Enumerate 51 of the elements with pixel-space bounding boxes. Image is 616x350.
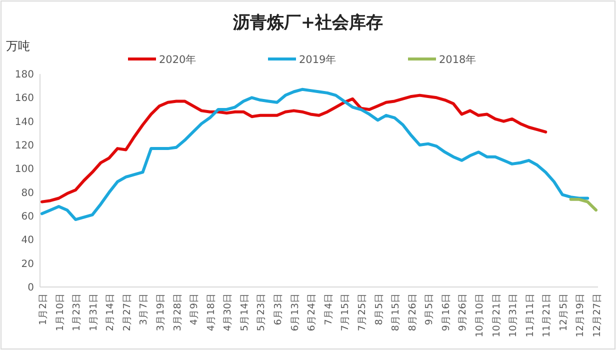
- x-tick-label: 7月4日: [323, 293, 334, 326]
- x-tick-label: 3月7日: [138, 293, 150, 326]
- x-tick-label: 4月9日: [189, 293, 200, 326]
- x-tick-label: 5月14日: [239, 293, 250, 332]
- x-tick-label: 9月26日: [458, 293, 469, 332]
- x-tick-label: 12月19日: [575, 293, 586, 338]
- y-tick-label: 180: [14, 70, 34, 80]
- x-tick-label: 1月31日: [88, 293, 100, 332]
- x-tick-label: 8月15日: [390, 293, 402, 332]
- x-tick-label: 3月28日: [172, 293, 184, 332]
- x-tick-label: 7月15日: [340, 293, 352, 332]
- legend-label: 2019年: [299, 54, 337, 66]
- x-tick-label: 1月2日: [38, 293, 49, 326]
- x-tick-label: 12月5日: [558, 293, 570, 332]
- chart-title: 沥青炼厂+社会库存: [232, 13, 384, 33]
- x-tick-label: 10月10日: [474, 293, 486, 338]
- legend-label: 2018年: [439, 54, 477, 66]
- x-tick-label: 9月16日: [440, 293, 452, 332]
- y-tick-label: 160: [14, 93, 34, 104]
- legend-label: 2020年: [159, 54, 197, 66]
- x-tick-label: 5月23日: [256, 293, 268, 332]
- y-tick-label: 0: [28, 282, 34, 294]
- x-tick-label: 6月13日: [290, 293, 301, 332]
- x-tick-label: 1月23日: [72, 293, 83, 332]
- x-tick-label: 2月27日: [122, 293, 133, 332]
- x-tick-label: 12月27日: [592, 293, 603, 338]
- x-tick-label: 3月19日: [156, 293, 167, 332]
- x-tick-label: 11月21日: [542, 293, 553, 338]
- y-tick-label: 140: [14, 116, 34, 128]
- x-tick-label: 4月18日: [206, 293, 217, 332]
- x-tick-label: 10月31日: [508, 293, 520, 338]
- line-series: [40, 88, 590, 222]
- line-series: [40, 94, 548, 204]
- y-tick-label: 20: [21, 258, 34, 270]
- x-tick-label: 6月3日: [273, 293, 284, 326]
- x-tick-label: 9月5日: [424, 293, 436, 326]
- x-tick-label: 6月24日: [306, 293, 318, 332]
- y-axis-title: 万吨: [6, 39, 30, 53]
- x-tick-label: 8月5日: [374, 293, 385, 326]
- y-tick-label: 60: [21, 212, 34, 222]
- x-tick-label: 1月10日: [54, 293, 66, 332]
- y-tick-label: 120: [14, 140, 34, 152]
- y-tick-label: 80: [21, 188, 34, 199]
- x-tick-label: 2月14日: [105, 293, 116, 332]
- x-tick-label: 10月21日: [491, 293, 502, 338]
- x-tick-label: 7月25日: [356, 293, 368, 332]
- x-tick-label: 11月11日: [524, 293, 536, 338]
- y-tick-label: 100: [14, 164, 34, 176]
- y-tick-label: 40: [21, 235, 34, 246]
- x-tick-label: 8月26日: [407, 293, 418, 332]
- x-tick-label: 4月30日: [222, 293, 234, 332]
